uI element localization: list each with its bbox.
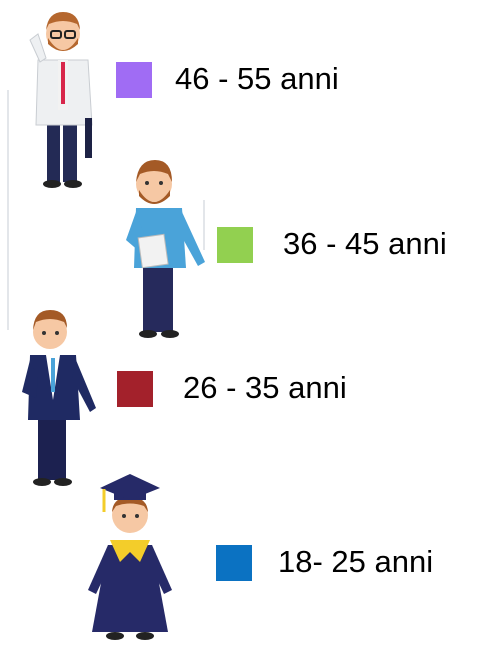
legend-label: 18- 25 anni — [278, 544, 433, 579]
figure-casual — [126, 160, 205, 338]
legend-label: 46 - 55 anni — [175, 61, 339, 96]
legend-swatch — [116, 62, 152, 98]
legend-label: 26 - 35 anni — [183, 370, 347, 405]
figure-doctor — [29, 12, 93, 188]
legend-label: 36 - 45 anni — [283, 226, 447, 261]
legend-swatch — [217, 227, 253, 263]
figure-suit — [22, 310, 96, 486]
legend-swatch — [117, 371, 153, 407]
figure-graduate — [88, 474, 172, 640]
legend-swatch — [216, 545, 252, 581]
